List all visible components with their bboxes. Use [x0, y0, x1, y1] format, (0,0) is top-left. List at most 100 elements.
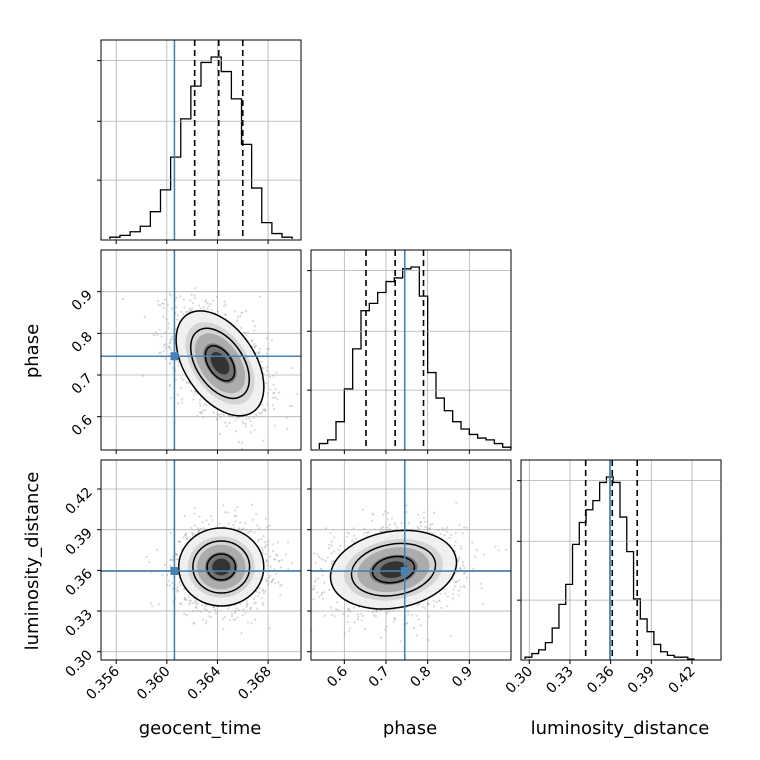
- scatter-point: [168, 292, 171, 295]
- scatter-point: [255, 344, 258, 347]
- scatter-point: [260, 546, 263, 549]
- scatter-point: [258, 587, 261, 590]
- density-panel-geocent_time-luminosity_distance: 0.356 0.360 0.364 0.368 0.30 0.33 0.36 0.39 0.42: [62, 459, 302, 703]
- scatter-point: [333, 536, 336, 539]
- scatter-point: [169, 294, 172, 297]
- scatter-point: [181, 398, 184, 401]
- scatter-point: [324, 527, 328, 530]
- scatter-point: [251, 518, 254, 522]
- scatter-point: [439, 593, 442, 596]
- scatter-point: [388, 523, 391, 527]
- scatter-point: [360, 613, 363, 616]
- scatter-point: [145, 555, 148, 559]
- scatter-point: [239, 521, 242, 524]
- x-tick-label: 0.9: [449, 664, 476, 691]
- scatter-point: [250, 340, 253, 343]
- scatter-point: [241, 420, 244, 423]
- scatter-point: [463, 585, 466, 589]
- scatter-point: [187, 381, 190, 384]
- scatter-point: [427, 602, 430, 605]
- scatter-point: [166, 303, 169, 306]
- scatter-point: [437, 528, 440, 532]
- scatter-point: [167, 345, 170, 348]
- scatter-point: [345, 535, 349, 538]
- scatter-point: [266, 403, 269, 406]
- scatter-point: [224, 303, 227, 306]
- scatter-point: [342, 612, 345, 616]
- scatter-point: [374, 615, 377, 618]
- scatter-point: [151, 605, 154, 608]
- scatter-point: [183, 597, 186, 601]
- panel-content: [297, 460, 511, 660]
- scatter-point: [439, 533, 442, 536]
- scatter-point: [258, 350, 261, 354]
- scatter-point: [260, 411, 263, 414]
- scatter-point: [388, 528, 392, 531]
- scatter-point: [155, 548, 159, 552]
- scatter-point: [353, 621, 356, 624]
- scatter-point: [190, 599, 193, 602]
- scatter-point: [171, 559, 174, 562]
- scatter-point: [419, 624, 422, 627]
- truth-marker: [170, 567, 179, 576]
- scatter-point: [252, 598, 256, 601]
- scatter-point: [370, 512, 373, 515]
- scatter-point: [322, 558, 325, 561]
- scatter-point: [428, 615, 431, 618]
- scatter-point: [285, 416, 288, 420]
- scatter-point: [457, 589, 460, 592]
- scatter-point: [320, 594, 323, 597]
- scatter-point: [193, 512, 196, 516]
- scatter-point: [198, 402, 201, 405]
- scatter-point: [234, 514, 237, 518]
- scatter-point: [457, 560, 460, 563]
- scatter-point: [384, 510, 387, 513]
- scatter-point: [420, 520, 423, 524]
- scatter-point: [356, 613, 359, 616]
- scatter-point: [206, 301, 209, 305]
- scatter-point: [211, 518, 214, 522]
- scatter-point: [196, 392, 199, 395]
- scatter-point: [308, 627, 310, 629]
- scatter-point: [394, 524, 397, 527]
- scatter-point: [175, 553, 178, 557]
- scatter-point: [387, 511, 390, 515]
- scatter-point: [249, 419, 252, 423]
- panel-frame: [100, 249, 302, 451]
- scatter-point: [417, 527, 420, 530]
- scatter-point: [275, 553, 278, 556]
- scatter-point: [375, 609, 378, 612]
- scatter-point: [423, 606, 427, 610]
- scatter-point: [272, 550, 275, 553]
- scatter-point: [250, 622, 253, 625]
- scatter-point: [212, 606, 215, 609]
- scatter-point: [362, 527, 366, 531]
- scatter-point: [244, 612, 247, 615]
- scatter-point: [367, 531, 370, 534]
- scatter-point: [205, 519, 208, 522]
- scatter-point: [451, 593, 455, 596]
- scatter-point: [384, 628, 387, 632]
- scatter-point: [306, 600, 308, 602]
- scatter-point: [185, 381, 188, 384]
- scatter-point: [168, 584, 171, 587]
- scatter-point: [219, 413, 223, 416]
- scatter-point: [207, 305, 210, 308]
- scatter-point: [157, 299, 160, 302]
- scatter-point: [199, 307, 202, 310]
- scatter-point: [273, 558, 276, 561]
- scatter-point: [245, 600, 248, 603]
- scatter-point: [192, 621, 195, 625]
- scatter-point: [459, 545, 462, 548]
- scatter-point: [450, 533, 453, 536]
- scatter-point: [260, 597, 263, 600]
- scatter-point: [305, 571, 307, 573]
- scatter-point: [222, 414, 225, 417]
- scatter-point: [206, 307, 209, 310]
- scatter-point: [393, 522, 397, 525]
- scatter-point: [265, 578, 268, 581]
- scatter-point: [193, 622, 196, 625]
- scatter-point: [297, 597, 299, 599]
- scatter-point: [164, 357, 167, 360]
- scatter-point: [455, 580, 458, 583]
